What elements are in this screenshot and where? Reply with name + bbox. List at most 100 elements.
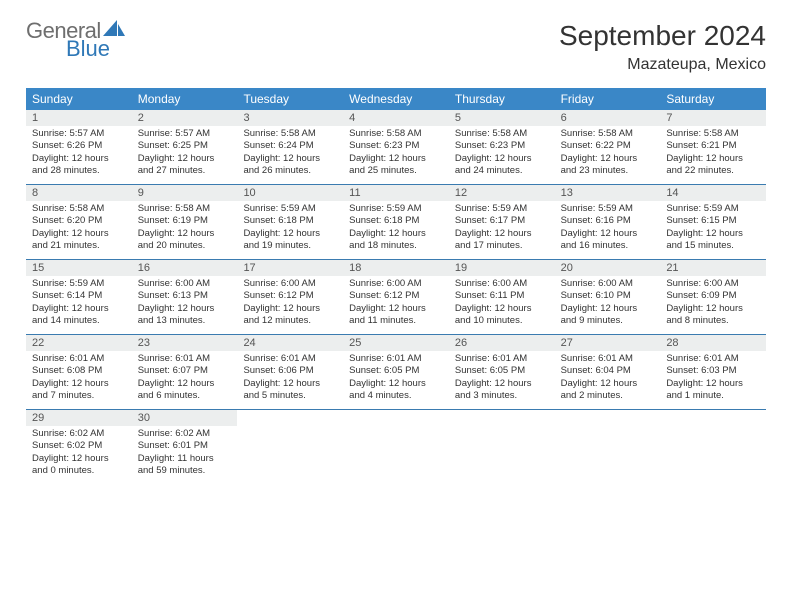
day-number: 28 <box>660 335 766 351</box>
day-number: 11 <box>343 185 449 201</box>
sunrise-text: Sunrise: 5:58 AM <box>666 128 760 140</box>
day-number: 5 <box>449 110 555 126</box>
day-cell: 19Sunrise: 6:00 AMSunset: 6:11 PMDayligh… <box>449 260 555 334</box>
sunrise-text: Sunrise: 5:58 AM <box>561 128 655 140</box>
day-body: Sunrise: 6:01 AMSunset: 6:05 PMDaylight:… <box>343 351 449 406</box>
logo: General Blue <box>26 20 127 60</box>
daylight-text: Daylight: 12 hours and 1 minute. <box>666 378 760 403</box>
day-body: Sunrise: 6:01 AMSunset: 6:08 PMDaylight:… <box>26 351 132 406</box>
weekday-header: Sunday <box>26 88 132 110</box>
sunset-text: Sunset: 6:05 PM <box>455 365 549 377</box>
day-number: 13 <box>555 185 661 201</box>
day-body: Sunrise: 6:00 AMSunset: 6:10 PMDaylight:… <box>555 276 661 331</box>
day-body: Sunrise: 5:57 AMSunset: 6:26 PMDaylight:… <box>26 126 132 181</box>
day-number: 25 <box>343 335 449 351</box>
sunset-text: Sunset: 6:10 PM <box>561 290 655 302</box>
day-number: 14 <box>660 185 766 201</box>
week-row: 8Sunrise: 5:58 AMSunset: 6:20 PMDaylight… <box>26 184 766 259</box>
day-cell: 17Sunrise: 6:00 AMSunset: 6:12 PMDayligh… <box>237 260 343 334</box>
sunset-text: Sunset: 6:05 PM <box>349 365 443 377</box>
day-body: Sunrise: 5:59 AMSunset: 6:14 PMDaylight:… <box>26 276 132 331</box>
day-cell: 24Sunrise: 6:01 AMSunset: 6:06 PMDayligh… <box>237 335 343 409</box>
daylight-text: Daylight: 12 hours and 15 minutes. <box>666 228 760 253</box>
sunset-text: Sunset: 6:23 PM <box>349 140 443 152</box>
daylight-text: Daylight: 12 hours and 24 minutes. <box>455 153 549 178</box>
weekday-header: Friday <box>555 88 661 110</box>
day-body: Sunrise: 6:00 AMSunset: 6:09 PMDaylight:… <box>660 276 766 331</box>
daylight-text: Daylight: 12 hours and 7 minutes. <box>32 378 126 403</box>
day-cell: 29Sunrise: 6:02 AMSunset: 6:02 PMDayligh… <box>26 410 132 484</box>
weekday-header: Wednesday <box>343 88 449 110</box>
week-row: 1Sunrise: 5:57 AMSunset: 6:26 PMDaylight… <box>26 110 766 184</box>
day-body: Sunrise: 6:02 AMSunset: 6:01 PMDaylight:… <box>132 426 238 481</box>
sunrise-text: Sunrise: 5:58 AM <box>349 128 443 140</box>
sunset-text: Sunset: 6:01 PM <box>138 440 232 452</box>
daylight-text: Daylight: 12 hours and 16 minutes. <box>561 228 655 253</box>
sunrise-text: Sunrise: 6:01 AM <box>561 353 655 365</box>
day-number: 18 <box>343 260 449 276</box>
sunrise-text: Sunrise: 5:59 AM <box>561 203 655 215</box>
sunset-text: Sunset: 6:22 PM <box>561 140 655 152</box>
day-number: 2 <box>132 110 238 126</box>
day-number: 24 <box>237 335 343 351</box>
day-body: Sunrise: 5:58 AMSunset: 6:19 PMDaylight:… <box>132 201 238 256</box>
sunrise-text: Sunrise: 5:58 AM <box>243 128 337 140</box>
day-number: 4 <box>343 110 449 126</box>
day-cell: 28Sunrise: 6:01 AMSunset: 6:03 PMDayligh… <box>660 335 766 409</box>
day-body: Sunrise: 6:02 AMSunset: 6:02 PMDaylight:… <box>26 426 132 481</box>
day-number: 19 <box>449 260 555 276</box>
day-cell: 26Sunrise: 6:01 AMSunset: 6:05 PMDayligh… <box>449 335 555 409</box>
sunset-text: Sunset: 6:20 PM <box>32 215 126 227</box>
sunrise-text: Sunrise: 6:00 AM <box>666 278 760 290</box>
day-number: 21 <box>660 260 766 276</box>
daylight-text: Daylight: 12 hours and 6 minutes. <box>138 378 232 403</box>
weekday-header: Thursday <box>449 88 555 110</box>
weekday-header: Saturday <box>660 88 766 110</box>
sunset-text: Sunset: 6:06 PM <box>243 365 337 377</box>
day-number: 29 <box>26 410 132 426</box>
week-row: 22Sunrise: 6:01 AMSunset: 6:08 PMDayligh… <box>26 334 766 409</box>
week-row: 15Sunrise: 5:59 AMSunset: 6:14 PMDayligh… <box>26 259 766 334</box>
sunrise-text: Sunrise: 6:01 AM <box>138 353 232 365</box>
title-block: September 2024 Mazateupa, Mexico <box>559 20 766 74</box>
sunset-text: Sunset: 6:09 PM <box>666 290 760 302</box>
day-body: Sunrise: 6:01 AMSunset: 6:07 PMDaylight:… <box>132 351 238 406</box>
sunrise-text: Sunrise: 5:59 AM <box>349 203 443 215</box>
daylight-text: Daylight: 12 hours and 8 minutes. <box>666 303 760 328</box>
sunset-text: Sunset: 6:02 PM <box>32 440 126 452</box>
day-body: Sunrise: 6:01 AMSunset: 6:03 PMDaylight:… <box>660 351 766 406</box>
daylight-text: Daylight: 12 hours and 12 minutes. <box>243 303 337 328</box>
day-cell: 21Sunrise: 6:00 AMSunset: 6:09 PMDayligh… <box>660 260 766 334</box>
day-cell: 9Sunrise: 5:58 AMSunset: 6:19 PMDaylight… <box>132 185 238 259</box>
day-cell <box>660 410 766 484</box>
day-body: Sunrise: 6:00 AMSunset: 6:13 PMDaylight:… <box>132 276 238 331</box>
day-cell: 6Sunrise: 5:58 AMSunset: 6:22 PMDaylight… <box>555 110 661 184</box>
day-body: Sunrise: 5:58 AMSunset: 6:22 PMDaylight:… <box>555 126 661 181</box>
day-number: 15 <box>26 260 132 276</box>
sunrise-text: Sunrise: 5:59 AM <box>455 203 549 215</box>
daylight-text: Daylight: 12 hours and 5 minutes. <box>243 378 337 403</box>
sunset-text: Sunset: 6:16 PM <box>561 215 655 227</box>
day-body: Sunrise: 5:58 AMSunset: 6:24 PMDaylight:… <box>237 126 343 181</box>
day-cell: 5Sunrise: 5:58 AMSunset: 6:23 PMDaylight… <box>449 110 555 184</box>
daylight-text: Daylight: 12 hours and 0 minutes. <box>32 453 126 478</box>
day-cell <box>555 410 661 484</box>
calendar-page: General Blue September 2024 Mazateupa, M… <box>0 0 792 504</box>
sunrise-text: Sunrise: 6:00 AM <box>349 278 443 290</box>
day-cell: 15Sunrise: 5:59 AMSunset: 6:14 PMDayligh… <box>26 260 132 334</box>
sunrise-text: Sunrise: 6:02 AM <box>138 428 232 440</box>
day-body: Sunrise: 5:59 AMSunset: 6:18 PMDaylight:… <box>343 201 449 256</box>
sunrise-text: Sunrise: 6:00 AM <box>561 278 655 290</box>
sunset-text: Sunset: 6:25 PM <box>138 140 232 152</box>
sunrise-text: Sunrise: 5:58 AM <box>138 203 232 215</box>
daylight-text: Daylight: 12 hours and 20 minutes. <box>138 228 232 253</box>
day-body: Sunrise: 6:00 AMSunset: 6:11 PMDaylight:… <box>449 276 555 331</box>
day-cell: 25Sunrise: 6:01 AMSunset: 6:05 PMDayligh… <box>343 335 449 409</box>
day-number: 3 <box>237 110 343 126</box>
day-cell: 16Sunrise: 6:00 AMSunset: 6:13 PMDayligh… <box>132 260 238 334</box>
sunrise-text: Sunrise: 6:01 AM <box>455 353 549 365</box>
sunset-text: Sunset: 6:07 PM <box>138 365 232 377</box>
day-cell: 18Sunrise: 6:00 AMSunset: 6:12 PMDayligh… <box>343 260 449 334</box>
day-cell: 20Sunrise: 6:00 AMSunset: 6:10 PMDayligh… <box>555 260 661 334</box>
sunrise-text: Sunrise: 5:59 AM <box>32 278 126 290</box>
